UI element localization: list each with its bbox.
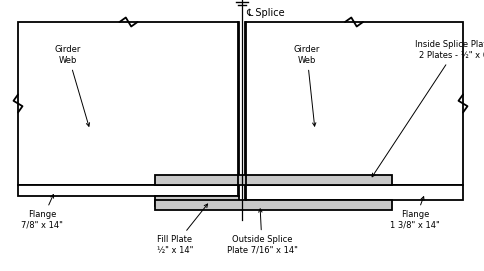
Text: ℄ Splice: ℄ Splice (246, 8, 285, 18)
Bar (245, 185, 463, 200)
Text: Outside Splice
Plate 7/16" x 14": Outside Splice Plate 7/16" x 14" (227, 209, 298, 255)
Bar (18, 185, 239, 196)
Text: Flange
1 3/8" x 14": Flange 1 3/8" x 14" (390, 197, 440, 230)
Bar (245, 22, 463, 185)
Text: Girder
Web: Girder Web (55, 45, 90, 126)
Bar (155, 196, 239, 206)
Bar (155, 200, 392, 210)
Text: Inside Splice Plates
2 Plates - ½" x 6": Inside Splice Plates 2 Plates - ½" x 6" (372, 40, 484, 177)
Text: Flange
7/8" x 14": Flange 7/8" x 14" (21, 195, 63, 230)
Text: Girder
Web: Girder Web (294, 45, 320, 126)
Text: Fill Plate
½" x 14": Fill Plate ½" x 14" (157, 204, 208, 255)
Bar (155, 175, 392, 185)
Bar (18, 22, 239, 185)
